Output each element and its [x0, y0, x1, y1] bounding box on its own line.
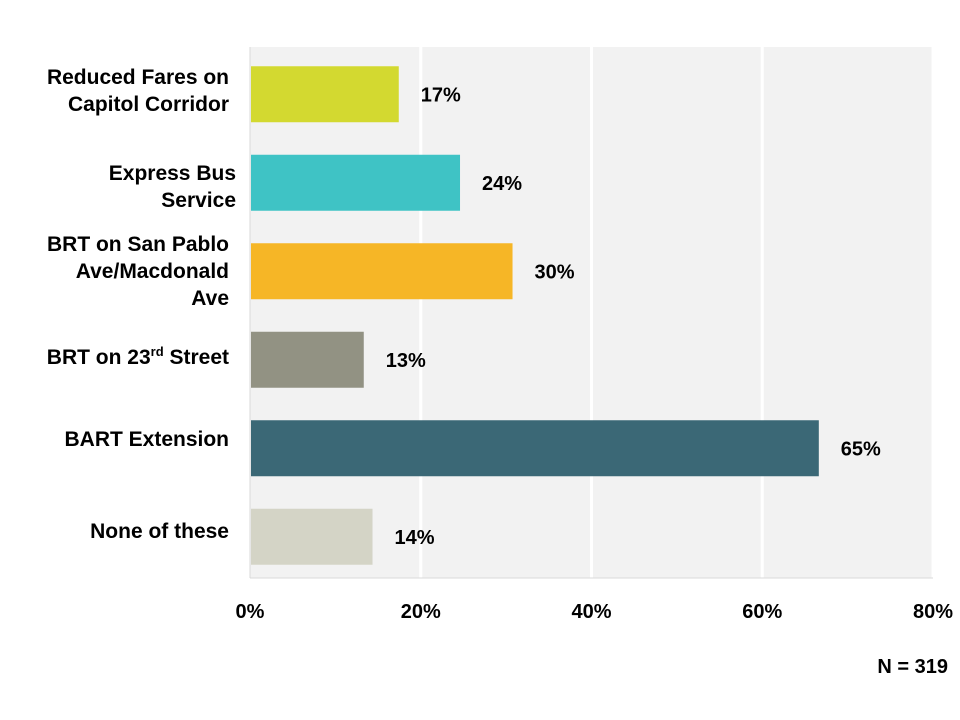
sample-size-note: N = 319: [877, 656, 948, 678]
category-label-express-bus: Express Bus Service: [108, 162, 236, 212]
bar-3: [251, 331, 364, 388]
value-label-0: 17%: [421, 84, 461, 106]
x-tick-label-3: 60%: [742, 601, 782, 623]
value-label-4: 65%: [841, 438, 881, 460]
bar-1: [251, 154, 461, 211]
category-label-none: None of these: [90, 520, 229, 543]
x-tick-label-1: 20%: [401, 601, 441, 623]
category-label-reduced-fares: Reduced Fares on Capitol Corridor: [46, 66, 229, 116]
category-label-bart-extension: BART Extension: [64, 428, 229, 451]
bar-5: [251, 508, 373, 565]
x-tick-label-4: 80%: [913, 601, 953, 623]
bar-2: [251, 243, 513, 300]
value-label-1: 24%: [482, 173, 522, 195]
bar-0: [251, 66, 399, 123]
x-tick-label-2: 40%: [571, 601, 611, 623]
value-label-5: 14%: [395, 527, 435, 549]
value-label-2: 30%: [535, 261, 575, 283]
bar-4: [251, 420, 819, 477]
category-label-brt-23rd: BRT on 23rd Street: [46, 344, 229, 369]
value-label-3: 13%: [386, 350, 426, 372]
category-label-brt-san-pablo: BRT on San Pablo Ave/Macdonald Ave: [46, 233, 229, 310]
x-tick-label-0: 0%: [236, 601, 265, 623]
